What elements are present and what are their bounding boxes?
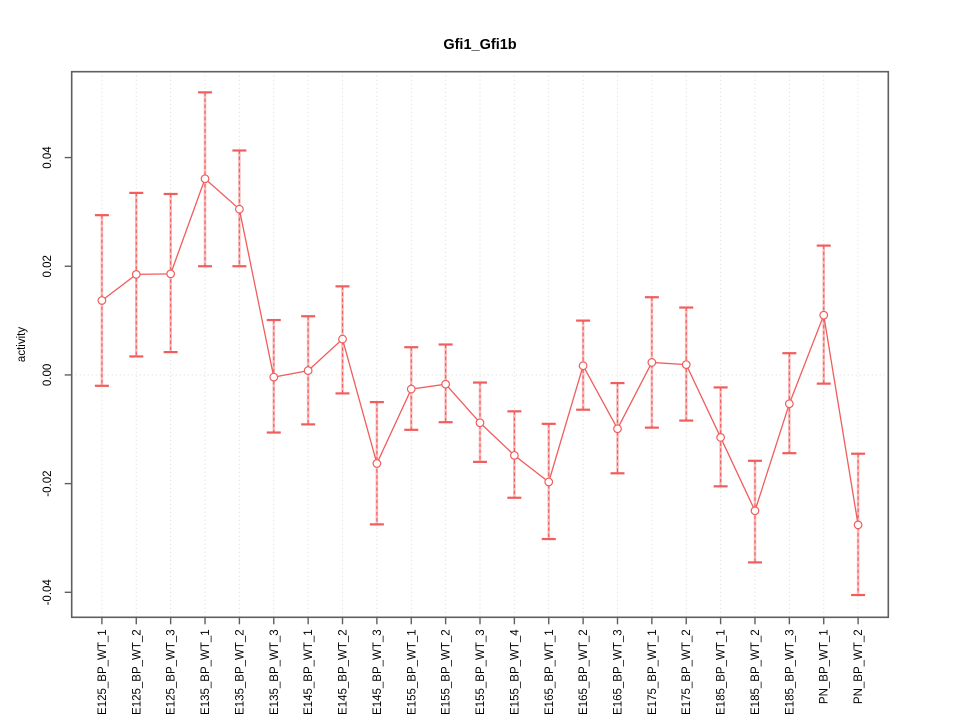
data-point-marker [303,366,313,375]
data-point-marker [234,204,244,214]
data-point-marker [200,174,210,184]
x-tick-label: E145_BP_WT_1 [303,629,315,715]
data-point-marker [647,358,657,367]
x-tick-label: E125_BP_WT_3 [166,629,178,715]
x-tick-label: E165_BP_WT_1 [544,629,556,715]
x-tick-label: E135_BP_WT_3 [269,629,281,715]
x-tick-label: E155_BP_WT_3 [475,629,487,715]
plot-area: 0.04 0.02 0.00 -0.02 -0.04 E125_BP_WT_1 E125_B… [42,70,890,715]
x-tick-label: E165_BP_WT_3 [613,629,625,715]
x-tick-label: E155_BP_WT_2 [441,629,453,715]
data-point-marker [166,269,176,279]
data-point-marker [853,520,863,530]
data-point-marker [97,296,107,305]
data-point-marker [406,384,416,394]
data-point-marker [681,360,691,370]
x-tick-label: PN_BP_WT_1 [819,629,831,704]
chart-title: Gfi1_Gfi1b [443,37,516,53]
data-point-marker [750,506,760,516]
x-tick-label: E135_BP_WT_1 [200,629,212,715]
data-point-marker [372,459,382,468]
x-tick-label: E155_BP_WT_4 [509,629,521,715]
y-tick-label: 0.04 [42,146,54,169]
y-tick-label: -0.02 [42,471,54,497]
data-point-marker [819,310,829,320]
data-point-marker [338,334,347,344]
data-point-marker [269,372,279,382]
x-tick-label: E135_BP_WT_2 [234,629,246,715]
x-tick-label: E155_BP_WT_1 [406,629,418,715]
data-point-marker [509,450,519,460]
data-point-marker [784,399,794,409]
y-tick-label: -0.04 [42,579,54,606]
data-point-marker [441,379,451,389]
x-tick-label: E125_BP_WT_2 [131,629,143,715]
x-tick-label: E165_BP_WT_2 [578,629,590,715]
data-point-marker [716,433,726,442]
x-tick-label: E185_BP_WT_1 [716,629,728,715]
data-point-marker [475,418,485,428]
data-point-marker [131,269,141,279]
y-tick-label: 0.00 [42,364,54,386]
x-tick-label: E175_BP_WT_1 [647,629,659,715]
data-point-marker [544,477,554,487]
x-tick-label: PN_BP_WT_2 [853,629,865,704]
x-tick-label: E125_BP_WT_1 [97,629,109,715]
x-tick-label: E185_BP_WT_3 [784,629,796,715]
x-tick-label: E185_BP_WT_2 [750,629,762,715]
y-tick-label: 0.02 [42,255,54,277]
data-point-marker [578,361,588,371]
data-point-marker [613,424,622,434]
x-tick-label: E145_BP_WT_2 [338,629,350,715]
x-tick-label: E175_BP_WT_2 [681,629,693,715]
y-axis-title: activity [16,327,28,362]
x-tick-label: E145_BP_WT_3 [372,629,384,715]
